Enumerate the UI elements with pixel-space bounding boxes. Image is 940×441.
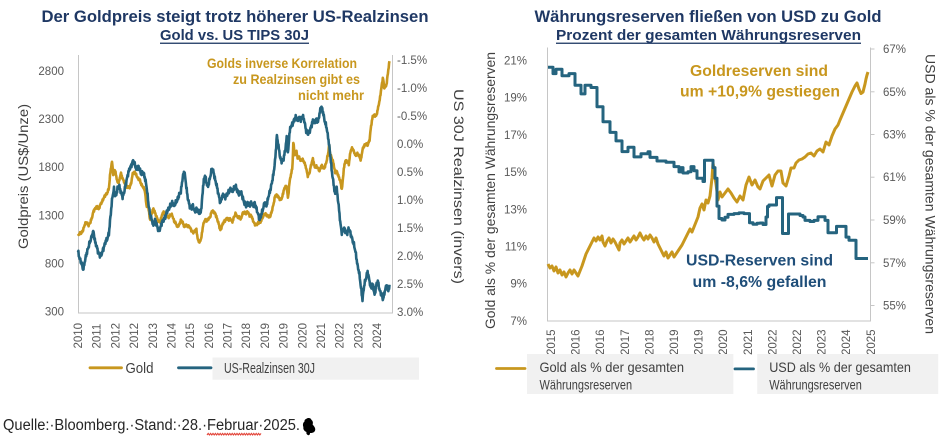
svg-text:63%: 63% [883, 130, 906, 142]
svg-text:1300: 1300 [38, 210, 64, 222]
svg-text:2015: 2015 [185, 323, 197, 349]
svg-text:2022: 2022 [335, 323, 347, 349]
svg-text:800: 800 [45, 258, 64, 270]
svg-text:2020: 2020 [718, 329, 730, 355]
svg-text:-1.0%: -1.0% [397, 83, 427, 95]
svg-text:2015: 2015 [546, 329, 558, 355]
svg-text:US-Realzinsen 30J: US-Realzinsen 30J [224, 360, 315, 377]
svg-text:2025: 2025 [866, 329, 878, 355]
svg-text:15%: 15% [504, 167, 527, 179]
svg-text:-1.5%: -1.5% [397, 55, 427, 67]
svg-text:2019: 2019 [694, 329, 706, 355]
svg-text:21%: 21% [504, 56, 527, 68]
svg-text:Gold als % der gesamten Währun: Gold als % der gesamten Währungsreserven [483, 52, 498, 329]
svg-text:2022: 2022 [792, 329, 804, 355]
svg-text:Quelle:·Bloomberg.·Stand:·28.·: Quelle:·Bloomberg.·Stand:·28.·Februar·20… [3, 417, 300, 434]
svg-text:nicht mehr: nicht mehr [298, 87, 364, 103]
svg-text:59%: 59% [883, 215, 906, 227]
svg-text:2019: 2019 [669, 329, 681, 355]
svg-text:2021: 2021 [743, 329, 755, 355]
svg-text:Golds inverse Korrelation: Golds inverse Korrelation [207, 55, 357, 71]
svg-text:2016: 2016 [595, 329, 607, 355]
svg-text:2300: 2300 [38, 114, 64, 126]
svg-text:7%: 7% [510, 316, 527, 328]
svg-text:Prozent der gesamten Währungsr: Prozent der gesamten Währungsreserven [556, 27, 861, 44]
svg-text:Goldpreis (US$/Unze): Goldpreis (US$/Unze) [16, 104, 31, 249]
svg-text:-0.5%: -0.5% [397, 111, 427, 123]
svg-text:USD als % der gesamten Währung: USD als % der gesamten Währungsreserven [923, 54, 938, 334]
svg-text:2.0%: 2.0% [397, 251, 423, 263]
svg-text:2016: 2016 [204, 323, 216, 349]
svg-text:2024: 2024 [841, 329, 853, 355]
svg-text:0.5%: 0.5% [397, 167, 423, 179]
svg-text:2019: 2019 [260, 323, 272, 349]
svg-text:1.0%: 1.0% [397, 195, 423, 207]
svg-text:2019: 2019 [279, 323, 291, 349]
svg-text:Gold vs. US TIPS 30J: Gold vs. US TIPS 30J [160, 27, 309, 44]
svg-text:2021: 2021 [316, 323, 328, 349]
svg-text:2023: 2023 [817, 329, 829, 355]
svg-text:Währungsreserven: Währungsreserven [540, 377, 633, 393]
svg-text:2018: 2018 [644, 329, 656, 355]
svg-text:11%: 11% [505, 242, 527, 254]
svg-text:2018: 2018 [241, 323, 253, 349]
svg-text:17%: 17% [504, 130, 527, 142]
svg-text:zu Realzinsen gibt es: zu Realzinsen gibt es [233, 71, 360, 87]
svg-text:Gold: Gold [126, 360, 154, 377]
svg-text:19%: 19% [504, 93, 527, 105]
svg-text:Der Goldpreis steigt trotz hö: Der Goldpreis steigt trotz höherer US-Re… [42, 7, 429, 26]
svg-text:Gold als % der gesamten: Gold als % der gesamten [540, 359, 685, 375]
svg-text:Währungsreserven: Währungsreserven [769, 377, 862, 393]
svg-text:2017: 2017 [620, 329, 632, 355]
svg-text:2010: 2010 [73, 323, 85, 349]
svg-text:57%: 57% [883, 258, 906, 270]
svg-text:US 30J Realzinsen (invers): US 30J Realzinsen (invers) [451, 89, 466, 284]
svg-text:65%: 65% [883, 87, 906, 99]
svg-text:55%: 55% [883, 301, 906, 313]
svg-text:2022: 2022 [767, 329, 779, 355]
svg-text:13%: 13% [504, 204, 527, 216]
svg-text:2014: 2014 [166, 322, 178, 348]
svg-text:2012: 2012 [129, 323, 141, 349]
svg-text:9%: 9% [510, 279, 527, 291]
svg-text:67%: 67% [883, 44, 906, 56]
svg-text:2023: 2023 [353, 323, 365, 349]
svg-text:300: 300 [45, 307, 64, 319]
svg-text:um +10,9% gestiegen: um +10,9% gestiegen [680, 84, 840, 101]
svg-text:USD als % der gesamten: USD als % der gesamten [769, 359, 911, 375]
svg-text:1.5%: 1.5% [397, 223, 423, 235]
svg-text:USD-Reserven sind: USD-Reserven sind [686, 253, 833, 270]
svg-text:2800: 2800 [38, 66, 64, 78]
svg-text:2020: 2020 [297, 323, 309, 349]
svg-text:2013: 2013 [148, 323, 160, 349]
svg-text:2.5%: 2.5% [397, 279, 423, 291]
svg-text:Goldreserven sind: Goldreserven sind [690, 63, 828, 80]
svg-text:0.0%: 0.0% [397, 139, 423, 151]
svg-text:um -8,6% gefallen: um -8,6% gefallen [693, 274, 827, 291]
svg-text:2012: 2012 [110, 323, 122, 349]
svg-text:2011: 2011 [92, 324, 104, 349]
svg-text:2024: 2024 [372, 322, 384, 348]
svg-text:3.0%: 3.0% [397, 307, 423, 319]
svg-text:2016: 2016 [571, 329, 583, 355]
svg-text:2017: 2017 [223, 323, 235, 349]
svg-text:61%: 61% [883, 172, 906, 184]
svg-text:Währungsreserven fließen von: Währungsreserven fließen von USD zu Gold [535, 7, 882, 26]
svg-text:1800: 1800 [38, 162, 64, 174]
